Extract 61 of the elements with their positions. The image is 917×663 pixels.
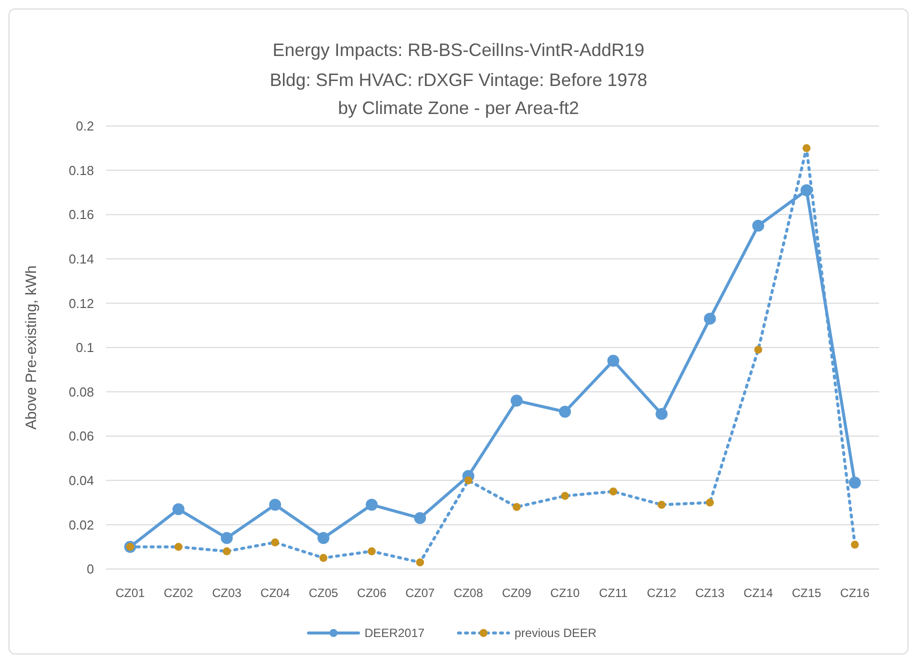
point (704, 312, 716, 325)
x-tick-label: CZ08 (454, 586, 484, 600)
legend-label: DEER2017 (364, 626, 425, 640)
x-tick-label: CZ10 (550, 586, 580, 600)
point (271, 538, 280, 546)
y-axis-title: Above Pre-existing, kWh (23, 265, 40, 430)
point (558, 406, 571, 418)
point (464, 476, 472, 484)
x-tick-label: CZ02 (164, 586, 194, 600)
point (510, 394, 523, 407)
x-tick-label: CZ05 (308, 586, 338, 600)
point (850, 540, 859, 549)
y-tick-label: 0.1 (76, 340, 94, 356)
point (800, 184, 813, 196)
x-tick-label: CZ15 (792, 586, 822, 600)
y-tick-label: 0.08 (68, 384, 94, 400)
y-tick-label: 0.04 (68, 472, 94, 488)
x-tick-label: CZ16 (840, 586, 870, 600)
point (658, 500, 666, 509)
point (706, 498, 714, 507)
point (752, 220, 764, 232)
x-tick-label: CZ09 (502, 586, 532, 600)
chart-subtitle: Bldg: SFm HVAC: rDXGF Vintage: Before 1978 by Climate Zone - per Area-ft2 (270, 70, 648, 118)
point (609, 487, 618, 496)
y-tick-label: 0.18 (68, 162, 94, 178)
x-tick-label: CZ06 (357, 586, 387, 600)
point (172, 503, 184, 516)
x-tick-label: CZ04 (260, 586, 290, 600)
x-tick-label: CZ03 (212, 586, 242, 600)
point (366, 498, 378, 511)
point (560, 492, 569, 500)
chart-title: Energy Impacts: RB-BS-CeilIns-VintR-AddR19 (272, 40, 644, 60)
y-tick-label: 0.02 (68, 517, 94, 532)
point (414, 512, 426, 524)
point (656, 408, 668, 420)
x-tick-label: CZ01 (115, 586, 146, 600)
y-tick-label: 0 (86, 562, 94, 577)
point (317, 532, 330, 544)
x-tick-label: CZ12 (646, 586, 677, 600)
y-tick-label: 0.2 (76, 118, 94, 134)
y-tick-label: 0.16 (68, 207, 94, 222)
point (220, 532, 233, 544)
x-tick-label: CZ14 (744, 586, 774, 600)
point (368, 547, 376, 556)
point (416, 558, 424, 566)
point (607, 354, 620, 367)
point (848, 476, 861, 489)
x-tick-label: CZ13 (695, 586, 725, 600)
point (174, 542, 182, 551)
y-tick-label: 0.12 (68, 296, 94, 311)
point (802, 144, 811, 152)
point (512, 503, 521, 511)
point (754, 346, 762, 354)
x-tick-label: CZ07 (405, 586, 436, 600)
point (319, 554, 328, 562)
y-tick-label: 0.14 (68, 251, 94, 266)
point (222, 547, 231, 556)
y-tick-label: 0.06 (68, 428, 94, 444)
x-tick-label: CZ11 (599, 586, 628, 600)
legend-label: previous DEER (514, 626, 597, 640)
point (269, 498, 282, 511)
